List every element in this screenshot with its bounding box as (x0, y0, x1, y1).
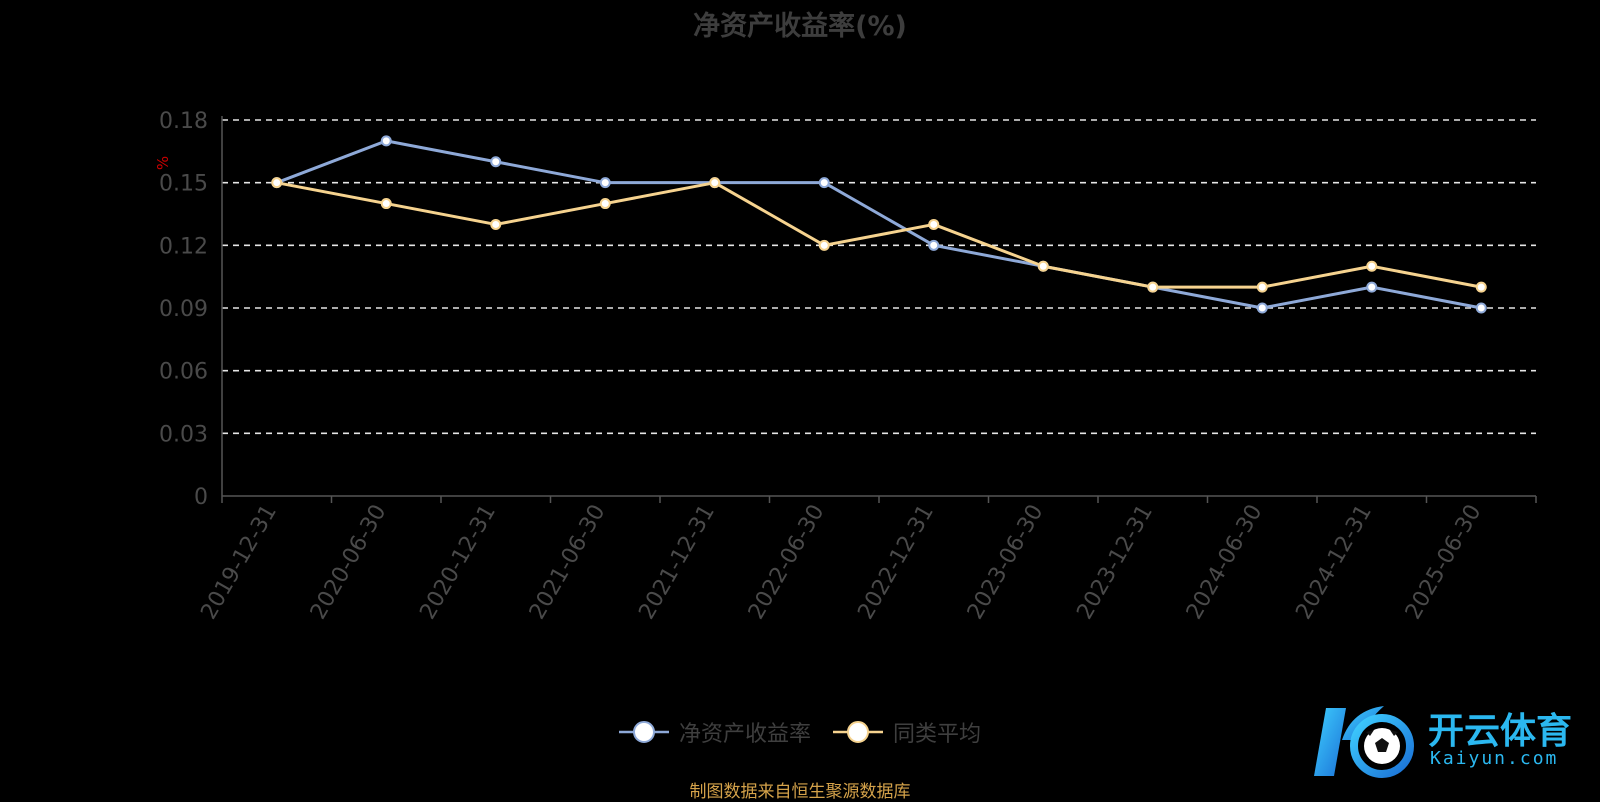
legend-marker-series-1 (618, 721, 669, 743)
x-tick-label: 2023-06-30 (963, 501, 1049, 624)
y-tick-label: 0.03 (159, 422, 208, 447)
soccer-ball-k-logo-icon (1314, 706, 1414, 778)
data-point-series-2[interactable] (1256, 281, 1268, 293)
legend-item-series-2[interactable]: 同类平均 (833, 716, 981, 748)
data-point-series-2[interactable] (380, 198, 392, 210)
logo-subtext: Kaiyun.com (1430, 748, 1559, 769)
x-tick-label: 2019-12-31 (196, 501, 282, 624)
x-tick-label: 2020-12-31 (415, 501, 501, 624)
x-tick-label: 2024-06-30 (1182, 501, 1268, 624)
y-axis-unit-label: % (154, 156, 172, 170)
data-point-series-2[interactable] (1475, 281, 1487, 293)
x-tick-label: 2020-06-30 (306, 501, 392, 624)
y-tick-label: 0.06 (159, 360, 208, 385)
data-point-series-1[interactable] (818, 177, 830, 189)
y-tick-label: 0.18 (159, 109, 208, 134)
series-line-2 (276, 181, 1482, 289)
data-point-series-2[interactable] (490, 218, 502, 230)
data-point-series-1[interactable] (1366, 281, 1378, 293)
y-tick-label: 0.09 (159, 297, 208, 322)
line-chart: 0 0.03 0.06 0.09 0.12 0.15 0.18% 2019-12-31 2020… (154, 109, 1537, 624)
x-tick-label: 2021-06-30 (525, 501, 611, 624)
kaiyun-logo: 开云体育 Kaiyun.com (1312, 700, 1592, 784)
y-tick-label: 0 (194, 485, 208, 510)
x-tick-label: 2024-12-31 (1291, 501, 1377, 624)
x-tick-label: 2021-12-31 (634, 501, 720, 624)
data-point-series-2[interactable] (818, 239, 830, 251)
data-point-series-2[interactable] (1037, 260, 1049, 272)
chart-title: 净资产收益率(%) (693, 11, 907, 42)
x-tick-label: 2023-12-31 (1072, 501, 1158, 624)
x-tick-label: 2022-12-31 (853, 501, 939, 624)
x-tick-label: 2025-06-30 (1401, 501, 1487, 624)
data-source-note: 制图数据来自恒生聚源数据库 (689, 782, 911, 802)
data-point-series-2[interactable] (928, 218, 940, 230)
legend: 净资产收益率 同类平均 (0, 716, 1600, 748)
data-point-series-1[interactable] (380, 135, 392, 147)
y-tick-label: 0.15 (159, 172, 208, 197)
legend-label-series-2: 同类平均 (893, 722, 982, 747)
data-point-series-2[interactable] (709, 177, 721, 189)
data-point-series-1[interactable] (599, 177, 611, 189)
data-point-series-1[interactable] (928, 239, 940, 251)
data-point-series-2[interactable] (1366, 260, 1378, 272)
y-tick-label: 0.12 (159, 234, 208, 259)
x-tick-label: 2022-06-30 (744, 501, 830, 624)
data-point-series-1[interactable] (1475, 302, 1487, 314)
logo-text: 开云体育 (1428, 711, 1573, 752)
legend-label-series-1: 净资产收益率 (678, 722, 811, 747)
data-point-series-2[interactable] (1147, 281, 1159, 293)
series-line-1 (276, 139, 1482, 310)
data-point-series-1[interactable] (1256, 302, 1268, 314)
data-point-series-2[interactable] (599, 198, 611, 210)
data-point-series-1[interactable] (490, 156, 502, 168)
legend-item-series-1[interactable]: 净资产收益率 (618, 716, 811, 748)
legend-marker-series-2 (833, 721, 883, 743)
data-point-series-2[interactable] (271, 177, 283, 189)
